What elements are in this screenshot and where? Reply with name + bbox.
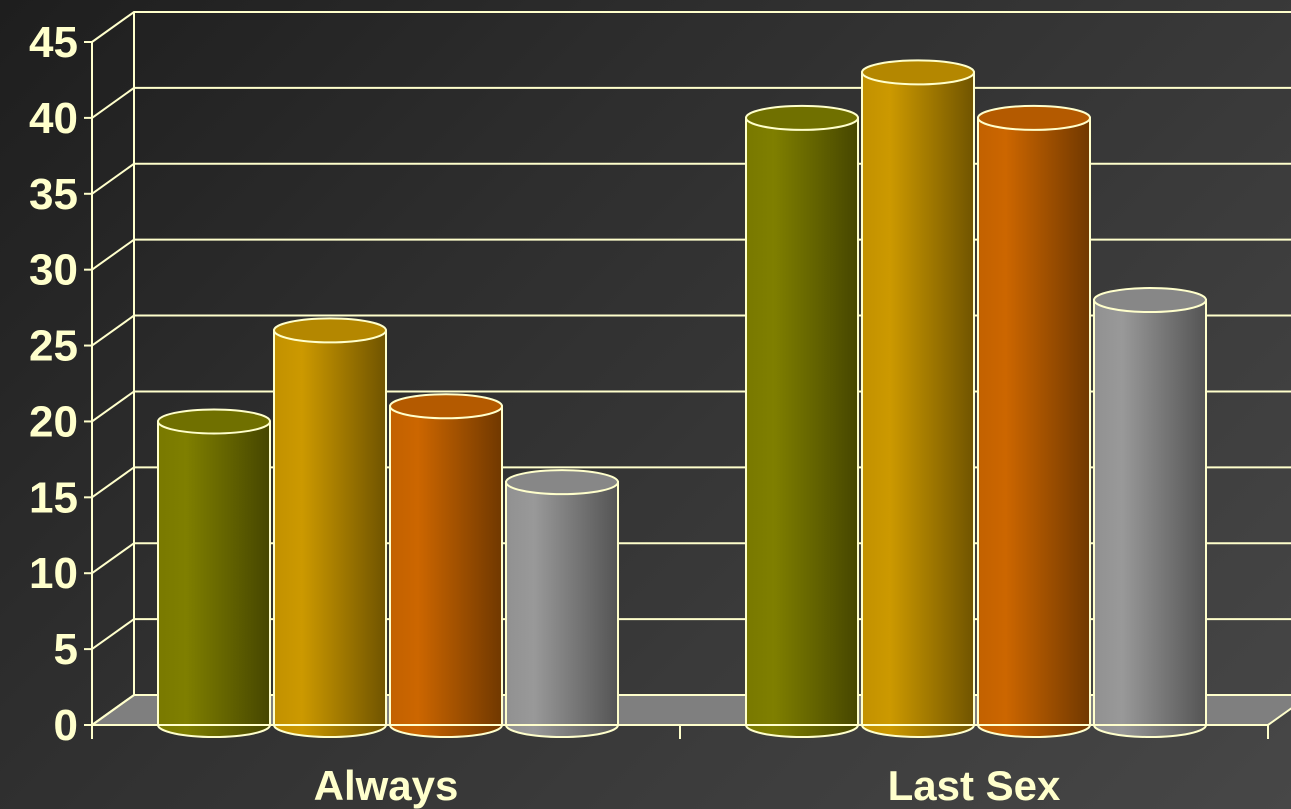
y-tick-label: 45 [29,18,78,67]
bar-body [977,116,1091,738]
y-tick-label: 25 [29,322,78,371]
bar [861,59,975,738]
gridline [91,11,1291,43]
bar [389,393,503,738]
bar-top [389,393,503,420]
gridline [91,162,1291,195]
x-category-label: Last Sex [888,762,1061,809]
axes [84,41,1269,739]
bar-top [1093,287,1207,314]
bars [157,59,1207,738]
gridline [91,86,1291,119]
bar-body [389,405,503,738]
gridline [91,238,1291,271]
bar-body [505,481,619,738]
bar-body [273,329,387,738]
bar [977,104,1091,738]
bar-body [745,116,859,738]
y-tick-label: 30 [29,246,78,295]
tick-labels: 0 5 10 15 20 25 30 35 40 45 Always Last Sex [29,18,1061,809]
bar-body [1093,299,1207,738]
bar-top [861,59,975,86]
y-tick-label: 40 [29,94,78,143]
y-tick-label: 35 [29,170,78,219]
bar [157,408,271,738]
y-tick-label: 20 [29,397,78,446]
bar [273,317,387,738]
bar [1093,287,1207,738]
x-category-label: Always [314,762,459,809]
bar-top [157,408,271,435]
bar [745,104,859,738]
y-tick-label: 0 [54,701,78,750]
y-tick-label: 15 [29,473,78,522]
bar-top [505,469,619,496]
y-tick-label: 10 [29,549,78,598]
bar-top [273,317,387,344]
bar-top [745,104,859,131]
bar [505,469,619,738]
bar-body [861,71,975,738]
bar-body [157,420,271,738]
y-tick-label: 5 [54,625,78,674]
bar-top [977,104,1091,131]
